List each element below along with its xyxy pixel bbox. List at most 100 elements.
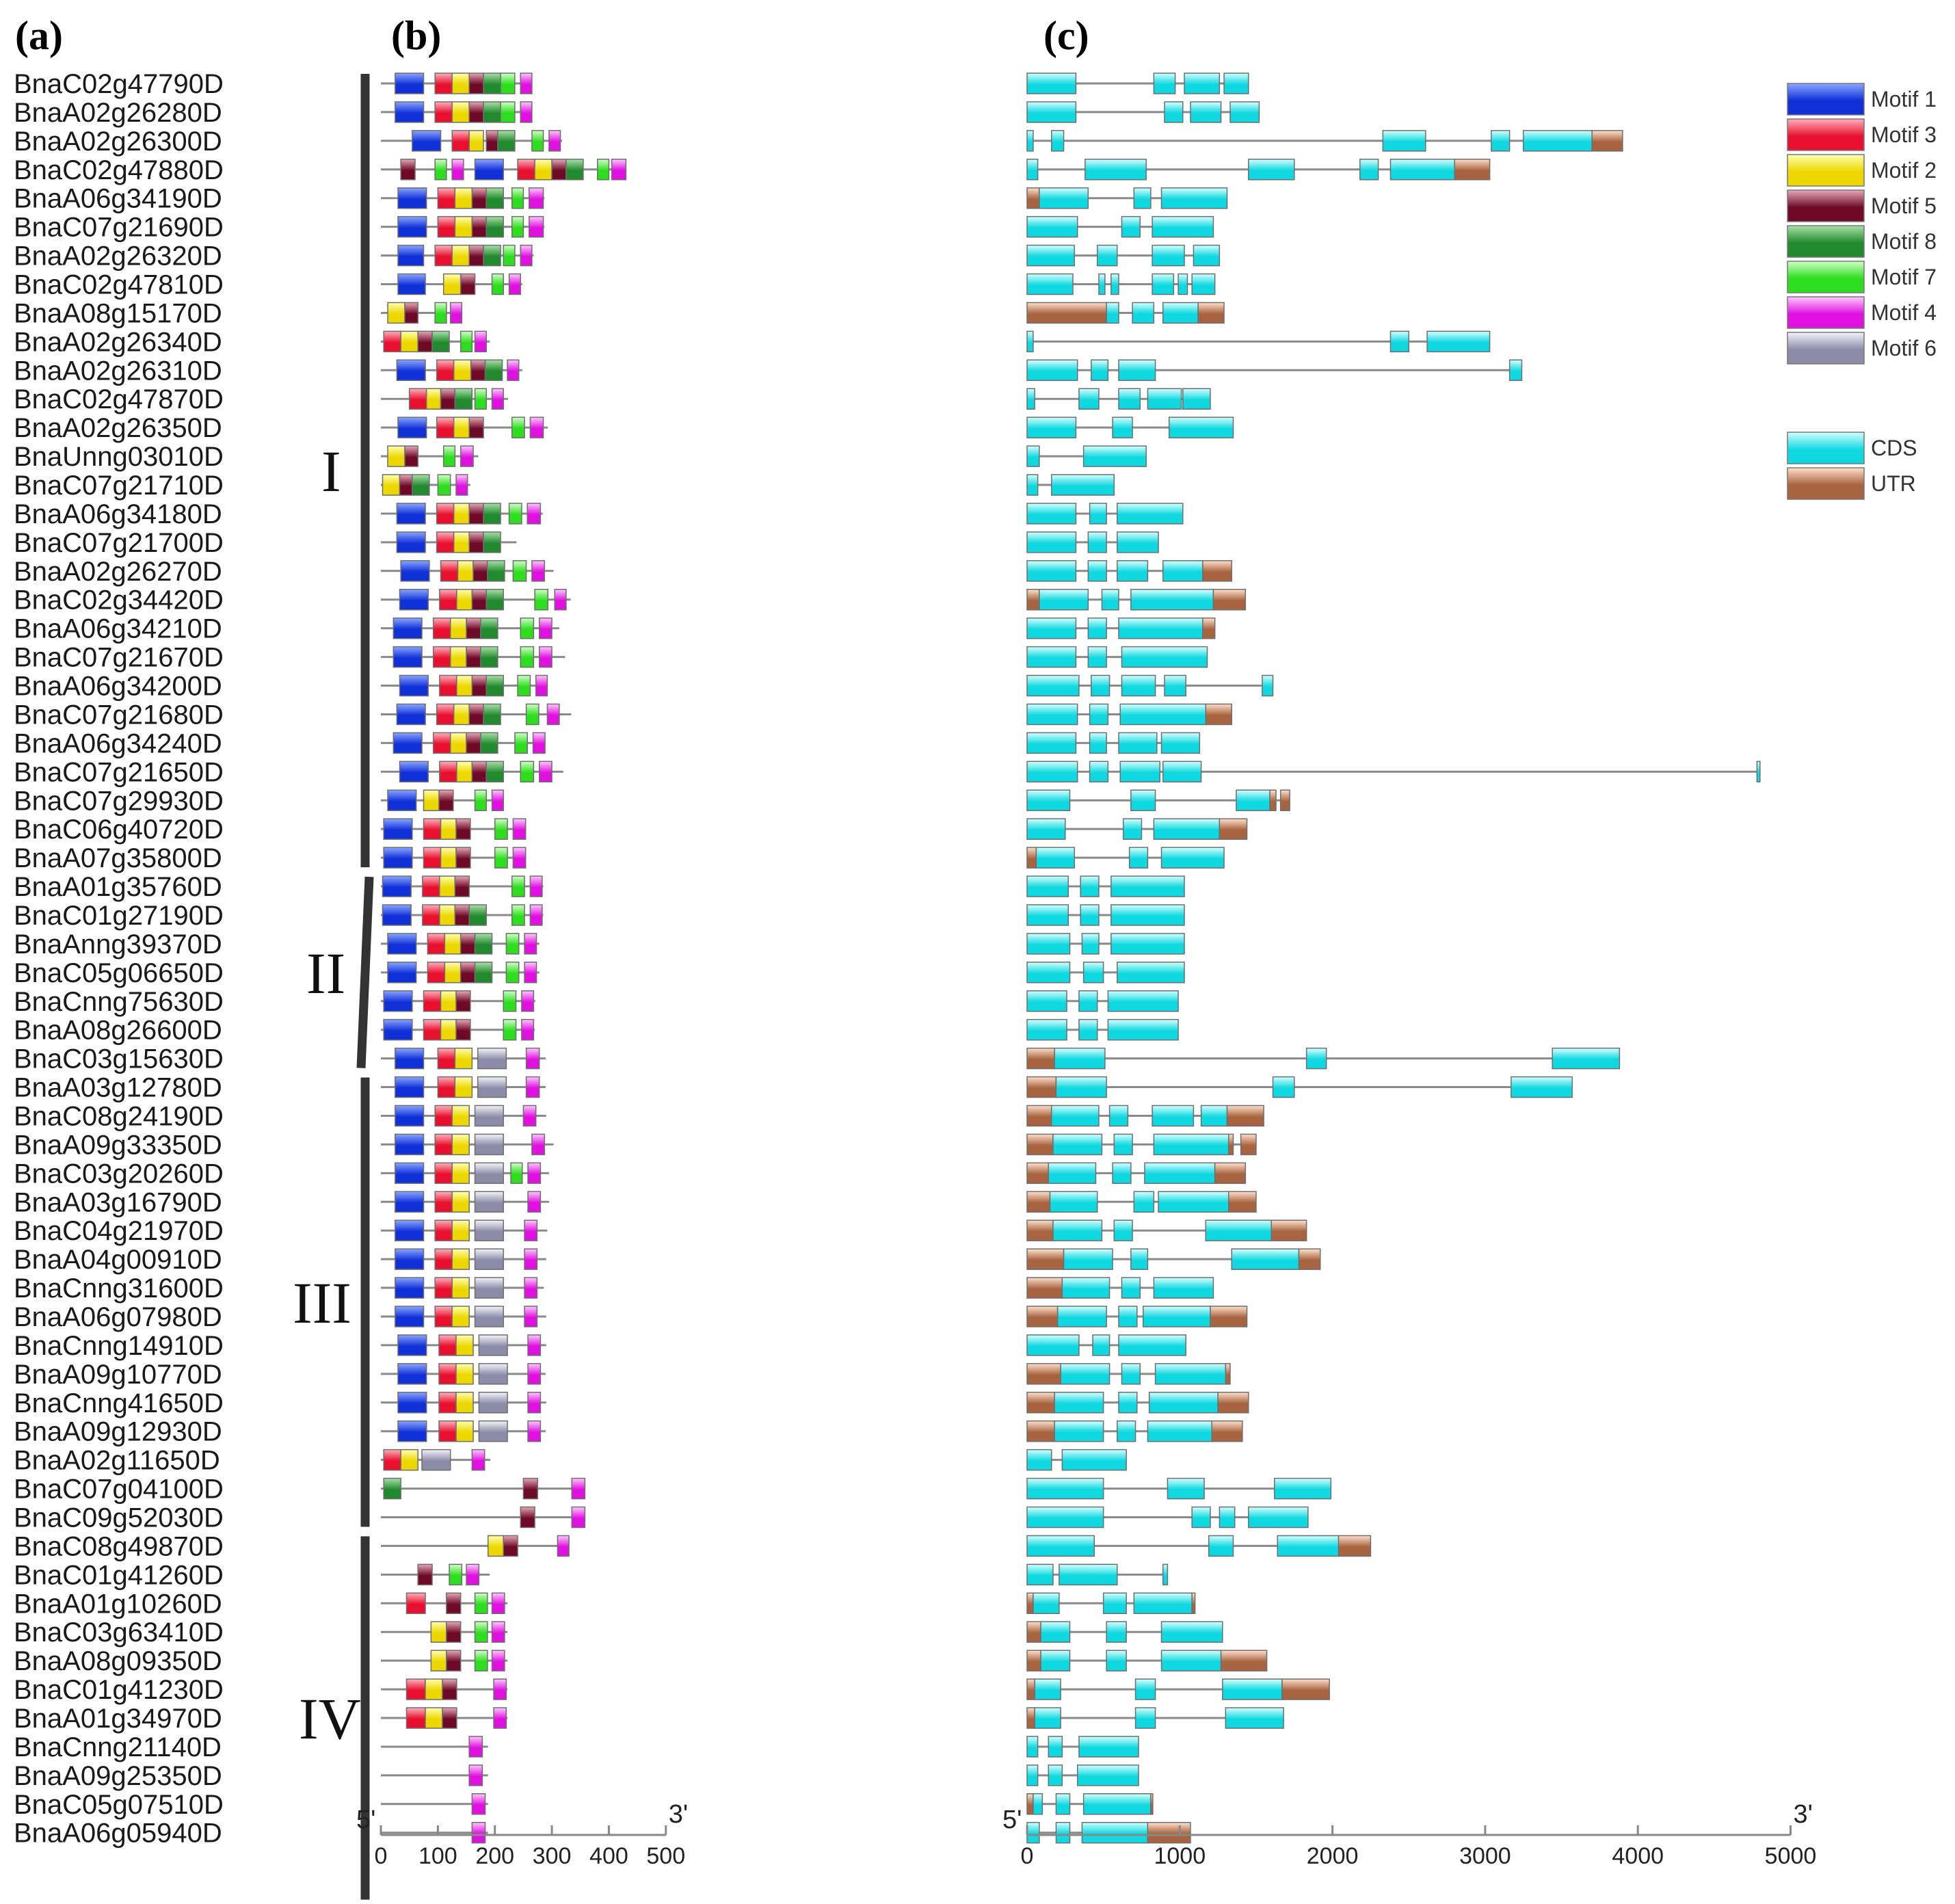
motif-2-block: [439, 904, 456, 926]
motif-3-block: [427, 962, 446, 983]
cds-segment: [1026, 990, 1067, 1012]
utr-segment: [1269, 789, 1277, 811]
motif-2-block: [440, 990, 457, 1012]
cds-segment: [1055, 1793, 1071, 1815]
gene-label: BnaC07g21700D: [14, 528, 224, 558]
motif-2-block: [449, 732, 467, 754]
legend-item-motif-1: Motif 1: [1787, 83, 1937, 116]
gene-label: BnaC01g41260D: [14, 1560, 224, 1590]
motif-2-block: [444, 933, 462, 955]
motif-row: [381, 1793, 488, 1815]
gene-label: BnaA06g34200D: [14, 672, 222, 702]
cds-segment: [1122, 818, 1143, 840]
cds-segment: [1116, 531, 1159, 553]
cds-segment: [1130, 588, 1214, 611]
motif-8-block: [486, 187, 504, 209]
legend-swatch: [1787, 332, 1865, 365]
motif-4-block: [524, 1248, 538, 1270]
cds-segment: [1026, 1334, 1080, 1356]
legend-swatch: [1787, 118, 1865, 151]
motif-2-block: [451, 72, 470, 94]
gene-label: BnaC03g15630D: [14, 1044, 224, 1074]
cds-segment: [1026, 416, 1077, 438]
gene-label: BnaC03g63410D: [14, 1617, 224, 1648]
motif-4-block: [527, 503, 542, 525]
cds-segment: [1026, 159, 1039, 181]
cds-segment: [1153, 1133, 1229, 1156]
cds-segment: [1262, 674, 1274, 697]
motif-1-block: [383, 990, 413, 1012]
cds-segment: [1026, 388, 1035, 410]
cds-segment: [1061, 1449, 1127, 1471]
motif-8-block: [468, 904, 487, 926]
motif-1-block: [399, 588, 429, 611]
group-iv-bracket: IV: [299, 1536, 370, 1900]
utr-segment: [1226, 1105, 1264, 1127]
motif-3-block: [434, 1277, 453, 1299]
motif-6-block: [474, 1248, 504, 1270]
motif-1-block: [396, 703, 426, 726]
gene-label: BnaA01g34970D: [14, 1704, 222, 1734]
motif-3-block: [437, 1076, 456, 1098]
motif-2-block: [451, 1105, 470, 1127]
motif-row: [381, 674, 548, 697]
motif-5-block: [471, 761, 487, 783]
motif-row: [381, 72, 533, 94]
motif-1-block: [397, 187, 427, 209]
legend-label: Motif 7: [1871, 265, 1937, 289]
cds-segment: [1222, 1678, 1283, 1700]
motif-2-block: [451, 1133, 470, 1156]
cds-segment: [1040, 1621, 1071, 1643]
cds-segment: [1121, 646, 1208, 668]
motif-8-block: [486, 588, 504, 611]
gene-structure-row: [1026, 1678, 1330, 1700]
gene-label: BnaA02g26340D: [14, 327, 222, 357]
motif-4-block: [520, 101, 533, 123]
axis-tick-label: 2000: [1307, 1843, 1359, 1869]
motif-7-block: [596, 159, 610, 181]
utr-segment: [1211, 1420, 1243, 1442]
motif-3-block: [434, 1306, 453, 1327]
motif-row: [381, 1506, 586, 1529]
motif-8-block: [474, 933, 493, 955]
panel-c-gene-structures: [1026, 72, 1761, 1844]
motif-row: [381, 847, 527, 869]
motif-5-block: [468, 101, 484, 123]
cds-segment: [1026, 1736, 1039, 1758]
cds-segment: [1193, 244, 1221, 267]
motif-7-block: [503, 1018, 517, 1041]
motif-5-block: [460, 933, 476, 955]
motif-3-block: [432, 617, 451, 639]
cds-segment: [1118, 1306, 1138, 1327]
motif-8-block: [483, 703, 501, 726]
motif-4-block: [548, 130, 561, 152]
motif-6-block: [474, 1277, 504, 1299]
cds-segment: [1152, 1105, 1195, 1127]
motif-1-block: [400, 560, 430, 582]
motif-4-block: [531, 560, 545, 582]
cds-segment: [1133, 187, 1152, 209]
motif-row: [381, 416, 548, 438]
motif-2-block: [451, 1248, 470, 1270]
cds-segment: [1092, 1334, 1111, 1356]
motif-7-block: [517, 674, 531, 697]
gene-structure-row: [1026, 560, 1232, 582]
motif-4-block: [538, 761, 553, 783]
cds-segment: [1184, 72, 1221, 94]
gene-structure-row: [1026, 875, 1185, 897]
motif-3-block: [440, 560, 459, 582]
legend-swatch: [1787, 261, 1865, 293]
motif-2-block: [451, 1219, 470, 1241]
motif-row: [381, 962, 540, 983]
axis-tick-label: 500: [646, 1843, 685, 1869]
axis-tick-label: 0: [375, 1843, 388, 1869]
gene-structure-row: [1026, 1076, 1573, 1098]
motif-3-block: [434, 1162, 453, 1185]
motif-5-block: [466, 617, 481, 639]
gene-label: BnaA06g07980D: [14, 1302, 222, 1332]
motif-row: [381, 1076, 546, 1098]
panel-label-c: (c): [1043, 13, 1089, 58]
motif-4-block: [491, 789, 504, 811]
cds-segment: [1107, 990, 1179, 1012]
utr-segment: [1212, 588, 1247, 611]
